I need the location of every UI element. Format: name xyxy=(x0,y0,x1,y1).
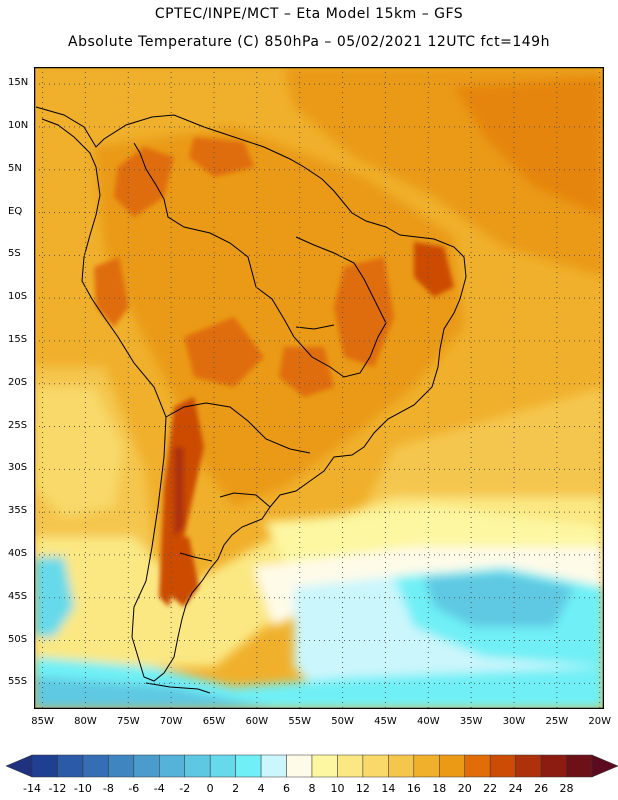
latitude-label: 5N xyxy=(8,162,22,174)
colorbar-tick-label: 16 xyxy=(406,782,421,795)
colorbar-tick-label: 22 xyxy=(483,782,498,795)
temperature-field xyxy=(34,67,604,709)
colorbar-tick-label: 8 xyxy=(308,782,316,795)
colorbar-swatch xyxy=(57,754,84,778)
longitude-label: 40W xyxy=(416,716,440,727)
colorbar-tick-label: 0 xyxy=(206,782,214,795)
latitude-label: 30S xyxy=(8,462,28,474)
colorbar-tick-label: -14 xyxy=(23,782,41,795)
longitude-label: 50W xyxy=(331,716,354,727)
colorbar-swatch xyxy=(133,754,160,778)
colorbar-tick-label: 4 xyxy=(257,782,265,795)
latitude-label: 55S xyxy=(8,676,28,688)
colorbar-swatch xyxy=(489,754,516,778)
colorbar-high-arrow xyxy=(591,754,618,778)
longitude-label: 65W xyxy=(202,716,226,727)
colorbar-swatch xyxy=(464,754,491,778)
latitude-label: 15S xyxy=(8,333,28,345)
longitude-label: 80W xyxy=(74,716,97,727)
latitude-label: 35S xyxy=(8,505,28,517)
map-frame xyxy=(34,67,604,709)
colorbar-tick-label: 26 xyxy=(534,782,549,795)
colorbar-swatch xyxy=(439,754,465,778)
latitude-label: 50S xyxy=(8,633,28,645)
colorbar-swatch xyxy=(159,754,185,778)
latitude-label: 10N xyxy=(8,119,29,131)
map-subtitle: Absolute Temperature (C) 850hPa – 05/02/… xyxy=(68,34,550,50)
map-canvas xyxy=(34,67,604,709)
longitude-label: 70W xyxy=(159,716,183,727)
colorbar-swatch xyxy=(184,754,211,778)
longitude-label: 20W xyxy=(588,716,612,727)
colorbar-tick-label: 14 xyxy=(381,782,396,795)
colorbar-swatch xyxy=(362,754,389,778)
colorbar-swatch xyxy=(82,754,109,778)
colorbar-tick-label: -12 xyxy=(48,782,67,795)
longitude-label: 55W xyxy=(288,716,312,727)
latitude-label: 20S xyxy=(8,376,28,388)
latitude-label: 5S xyxy=(8,248,21,260)
latitude-label: 45S xyxy=(8,590,28,602)
colorbar-swatch xyxy=(388,754,415,778)
latitude-label: 15N xyxy=(8,77,29,89)
longitude-label: 85W xyxy=(31,716,54,727)
latitude-label: 10S xyxy=(8,291,28,303)
colorbar xyxy=(6,754,618,778)
colorbar-tick-label: 20 xyxy=(457,782,472,795)
colorbar-tick-label: -6 xyxy=(128,782,140,795)
colorbar-tick-label: 6 xyxy=(283,782,291,795)
colorbar-tick-label: -2 xyxy=(179,782,191,795)
colorbar-swatch xyxy=(337,754,364,778)
colorbar-swatch xyxy=(260,754,287,778)
colorbar-low-arrow xyxy=(6,754,33,778)
colorbar-swatch xyxy=(566,754,593,778)
longitude-label: 60W xyxy=(245,716,269,727)
graticule xyxy=(34,67,604,709)
colorbar-tick-label: 12 xyxy=(355,782,370,795)
colorbar-swatch xyxy=(515,754,542,778)
colorbar-tick-label: 24 xyxy=(508,782,523,795)
colorbar-swatch xyxy=(413,754,440,778)
colorbar-swatch xyxy=(286,754,313,778)
colorbar-tick-label: -10 xyxy=(73,782,92,795)
latitude-label: EQ xyxy=(8,205,23,217)
colorbar-swatch xyxy=(540,754,567,778)
colorbar-swatch xyxy=(108,754,135,778)
map-title: CPTEC/INPE/MCT – Eta Model 15km – GFS xyxy=(154,6,464,22)
longitude-label: 35W xyxy=(459,716,483,727)
colorbar-swatch xyxy=(209,754,236,778)
colorbar-tick-label: 10 xyxy=(330,782,345,795)
longitude-label: 25W xyxy=(545,716,569,727)
colorbar-tick-label: 2 xyxy=(232,782,240,795)
coastline xyxy=(35,106,467,694)
colorbar-swatch xyxy=(311,754,338,778)
colorbar-swatch xyxy=(31,754,58,778)
colorbar-tick-label: 18 xyxy=(432,782,447,795)
longitude-label: 45W xyxy=(374,716,397,727)
colorbar-tick-label: -8 xyxy=(102,782,114,795)
colorbar-tick-label: -4 xyxy=(153,782,165,795)
temperature-map xyxy=(34,67,604,709)
longitude-label: 75W xyxy=(116,716,140,727)
colorbar-swatch xyxy=(235,754,262,778)
latitude-label: 25S xyxy=(8,419,28,431)
latitude-label: 40S xyxy=(8,547,28,559)
colorbar-tick-label: 28 xyxy=(559,782,574,795)
longitude-label: 30W xyxy=(502,716,526,727)
